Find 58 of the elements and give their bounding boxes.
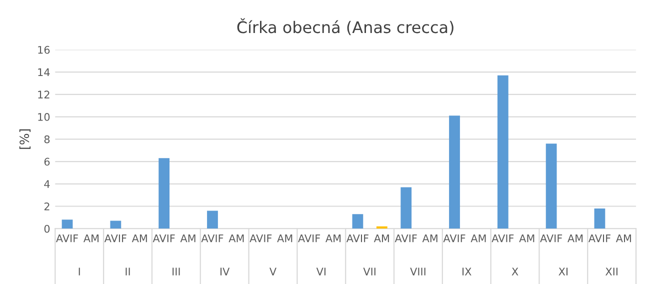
bar bbox=[497, 75, 508, 229]
x-tick-label: AM bbox=[277, 234, 292, 242]
x-tick-label: AM bbox=[326, 234, 341, 242]
bar bbox=[594, 208, 606, 229]
y-tick-label: 10 bbox=[38, 113, 50, 121]
x-tick-label: AM bbox=[519, 234, 534, 242]
x-tick-label: AM bbox=[470, 234, 486, 242]
y-tick-label: 2 bbox=[44, 202, 50, 210]
y-tick-label: 14 bbox=[38, 68, 50, 76]
text: II bbox=[126, 268, 130, 276]
x-tick-label: AVIF bbox=[201, 234, 224, 242]
x-tick-label: AVIF bbox=[588, 234, 610, 242]
bar bbox=[110, 220, 122, 229]
x-tick-label: AVIF bbox=[298, 234, 320, 242]
x-tick-label: AVIF bbox=[346, 234, 368, 242]
x-tick-label: AVIF bbox=[443, 234, 466, 242]
y-tick-label: 4 bbox=[44, 180, 50, 188]
text: X bbox=[512, 268, 518, 276]
x-tick-label: AVIF bbox=[250, 234, 272, 242]
bar bbox=[400, 187, 412, 229]
x-tick-label: AM bbox=[132, 234, 147, 242]
x-tick-label: AVIF bbox=[394, 234, 417, 242]
x-tick-label: AM bbox=[180, 234, 196, 242]
text: V bbox=[270, 268, 276, 276]
x-tick-label: AVIF bbox=[104, 234, 126, 242]
y-axis-title: [%] bbox=[19, 129, 31, 149]
text: VI bbox=[316, 268, 326, 276]
x-tick-label: AVIF bbox=[56, 234, 78, 242]
x-tick-label: AVIF bbox=[152, 234, 175, 242]
bar bbox=[62, 220, 73, 229]
bar bbox=[207, 210, 218, 229]
chart-title: Čírka obecná (Anas crecca) bbox=[237, 18, 454, 36]
text: IX bbox=[462, 268, 472, 276]
x-tick-label: AVIF bbox=[540, 234, 562, 242]
x-tick-label: AM bbox=[568, 234, 583, 242]
x-tick-label: AM bbox=[422, 234, 438, 242]
y-tick-label: 6 bbox=[44, 158, 50, 166]
y-tick-label: 0 bbox=[44, 224, 50, 233]
x-tick-label: AM bbox=[83, 234, 99, 242]
y-tick-label: 8 bbox=[44, 135, 50, 144]
x-tick-label: AM bbox=[374, 234, 389, 242]
bar bbox=[376, 226, 388, 229]
x-tick-label: AVIF bbox=[492, 234, 514, 242]
bar bbox=[158, 158, 170, 229]
text: XII bbox=[605, 268, 618, 276]
text: IV bbox=[220, 268, 230, 276]
text: VIII bbox=[410, 268, 426, 276]
bar bbox=[352, 214, 364, 229]
y-tick-label: 16 bbox=[38, 46, 50, 54]
text: I bbox=[78, 268, 80, 276]
bar bbox=[449, 116, 460, 229]
bar bbox=[546, 144, 557, 229]
text: III bbox=[172, 268, 180, 276]
x-tick-label: AM bbox=[616, 234, 631, 242]
x-tick-label: AM bbox=[228, 234, 244, 242]
y-tick-label: 12 bbox=[38, 90, 50, 98]
text: VII bbox=[363, 268, 376, 276]
text: XI bbox=[558, 268, 568, 276]
